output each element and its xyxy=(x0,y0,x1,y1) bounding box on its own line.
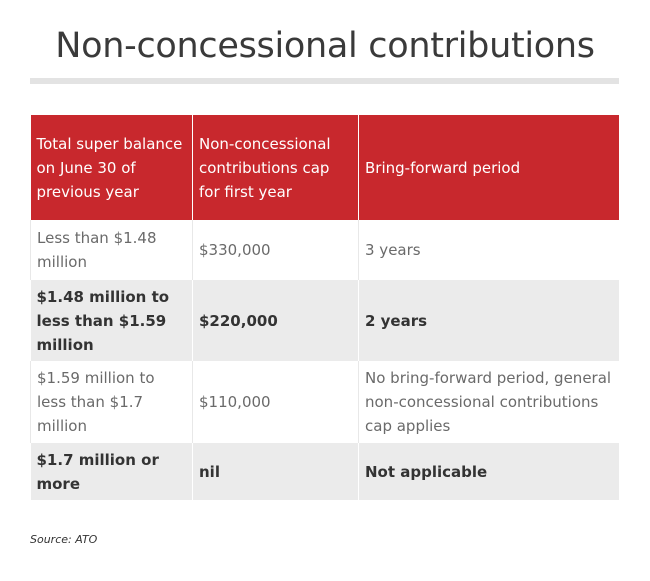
table-row: $1.59 million to less than $1.7 million … xyxy=(30,361,619,443)
title-divider xyxy=(30,78,619,84)
table-cell: nil xyxy=(192,443,359,500)
table-cell: $1.59 million to less than $1.7 million xyxy=(30,361,193,443)
table-cell: No bring-forward period, general non-con… xyxy=(358,361,619,443)
column-header: Bring-forward period xyxy=(358,115,619,220)
table-cell: $110,000 xyxy=(192,361,359,443)
page-title: Non-concessional contributions xyxy=(55,26,595,66)
header-row: Total super balance on June 30 of previo… xyxy=(30,115,619,220)
contributions-table: Total super balance on June 30 of previo… xyxy=(30,115,619,500)
table-cell: $330,000 xyxy=(192,220,359,280)
table-cell: Less than $1.48 million xyxy=(30,220,193,280)
table-cell: Not applicable xyxy=(358,443,619,500)
table-row: Less than $1.48 million $330,000 3 years xyxy=(30,220,619,280)
table-row: $1.7 million or more nil Not applicable xyxy=(30,443,619,500)
table-cell: $220,000 xyxy=(192,280,359,361)
source-note: Source: ATO xyxy=(30,533,98,546)
table-cell: $1.7 million or more xyxy=(30,443,193,500)
table-cell: 3 years xyxy=(358,220,619,280)
column-header: Non-concessional contributions cap for f… xyxy=(192,115,359,220)
table-cell: $1.48 million to less than $1.59 million xyxy=(30,280,193,361)
table-row: $1.48 million to less than $1.59 million… xyxy=(30,280,619,361)
table-cell: 2 years xyxy=(358,280,619,361)
column-header: Total super balance on June 30 of previo… xyxy=(30,115,193,220)
